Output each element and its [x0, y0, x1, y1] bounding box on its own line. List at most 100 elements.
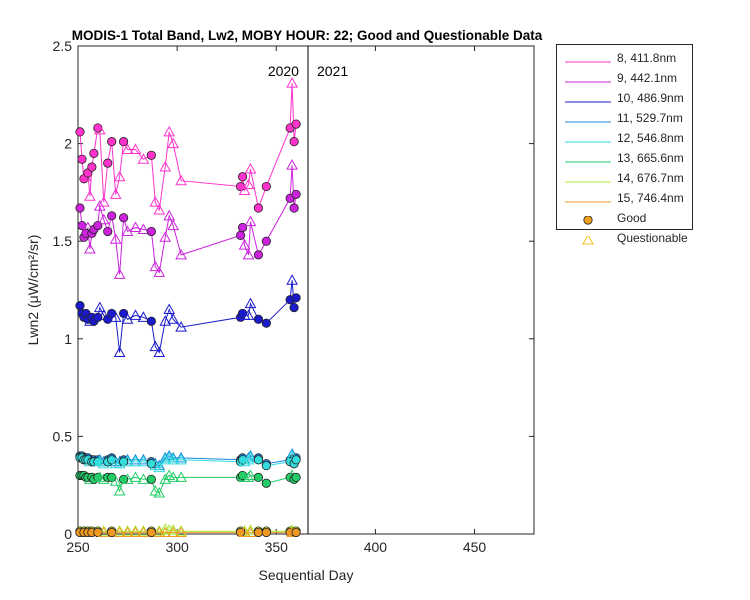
x-tick-label: 350: [265, 539, 289, 555]
questionable-point: [163, 125, 176, 137]
questionable-point: [129, 309, 142, 320]
questionable-point: [109, 188, 122, 199]
legend-swatch: [565, 215, 611, 225]
questionable-point: [84, 242, 96, 254]
legend-swatch: [565, 135, 611, 143]
legend-label: 11, 529.7nm: [617, 111, 683, 125]
questionable-point: [84, 190, 96, 201]
questionable-point: [175, 526, 187, 537]
questionable-point: [109, 475, 122, 486]
questionable-point: [244, 469, 257, 480]
good-point: [291, 189, 301, 199]
good-point: [261, 461, 271, 471]
good-point: [119, 308, 129, 319]
questionable-point: [137, 223, 150, 234]
questionable-point: [153, 486, 166, 498]
questionable-point: [153, 203, 166, 215]
legend-item: 10, 486.9nm: [557, 89, 692, 109]
questionable-point: [149, 196, 162, 207]
good-point: [146, 459, 156, 469]
good-point: [253, 250, 264, 260]
good-point: [291, 455, 301, 465]
year-label-right: 2021: [317, 63, 348, 79]
questionable-point: [153, 461, 166, 473]
good-point: [289, 302, 299, 313]
legend-label: 15, 746.4nm: [617, 191, 684, 205]
legend-item: 14, 676.7nm: [557, 169, 692, 189]
questionable-point: [175, 248, 187, 260]
good-point: [289, 203, 299, 213]
questionable-point: [113, 525, 126, 536]
good-point: [93, 312, 103, 322]
questionable-point: [167, 137, 180, 149]
questionable-point: [153, 526, 166, 537]
questionable-point: [167, 526, 180, 537]
questionable-point: [159, 231, 172, 242]
questionable-point: [159, 526, 172, 537]
questionable-point: [286, 274, 298, 285]
good-point: [103, 226, 113, 237]
questionable-point: [242, 471, 255, 482]
questionable-point: [163, 303, 176, 315]
legend-swatch: [565, 155, 611, 163]
questionable-point: [244, 524, 257, 535]
axis-ticks: 250 300 350 400 450 0 0.5 1 1.5 2 2.5: [53, 38, 534, 555]
x-tick-label: 450: [463, 539, 487, 555]
plot-area: [77, 45, 535, 535]
good-point: [107, 211, 117, 221]
questionable-point: [97, 213, 110, 225]
questionable-point: [159, 160, 172, 172]
good-point: [261, 181, 271, 192]
questionable-point: [109, 311, 122, 322]
questionable-point: [137, 311, 150, 322]
questionable-point: [137, 455, 150, 467]
questionable-point: [137, 525, 150, 536]
questionable-point: [113, 485, 126, 496]
legend-label: Good: [617, 211, 647, 225]
questionable-point: [137, 526, 150, 537]
y-tick-label: 1.5: [53, 233, 73, 249]
questionable-point: [153, 346, 166, 357]
good-point: [89, 148, 99, 158]
good-point: [107, 527, 117, 538]
series-3: [75, 274, 301, 357]
good-point: [146, 527, 156, 538]
questionable-point: [286, 159, 298, 170]
questionable-point: [242, 309, 255, 320]
series-layer: [75, 77, 301, 538]
y-tick-label: 2: [64, 136, 72, 152]
questionable-point: [129, 471, 142, 482]
good-point: [291, 527, 301, 538]
questionable-point: [113, 268, 126, 279]
questionable-point: [242, 248, 255, 260]
good-point: [146, 316, 156, 326]
legend-item: 9, 442.1nm: [557, 69, 692, 89]
legend-label: 12, 546.8nm: [617, 131, 684, 145]
questionable-point: [121, 526, 134, 537]
questionable-point: [137, 453, 150, 465]
questionable-point: [121, 143, 134, 154]
questionable-point: [97, 526, 110, 537]
legend-label: 8, 411.8nm: [617, 51, 677, 65]
questionable-point: [175, 525, 187, 536]
good-point: [146, 150, 156, 160]
legend-label: 10, 486.9nm: [617, 91, 684, 105]
good-point: [75, 127, 85, 137]
questionable-point: [149, 260, 162, 272]
x-tick-label: 400: [364, 539, 388, 555]
year-divider: 2020 2021: [268, 46, 348, 534]
questionable-point: [167, 524, 180, 535]
questionable-point: [137, 153, 150, 164]
good-point: [289, 137, 299, 147]
questionable-point: [149, 340, 162, 352]
good-point: [87, 162, 97, 172]
questionable-point: [167, 471, 180, 482]
questionable-point: [129, 221, 142, 233]
good-point: [253, 472, 264, 482]
questionable-point: [175, 453, 187, 465]
questionable-point: [129, 455, 142, 467]
questionable-point: [167, 453, 180, 465]
y-axis-label: Lwn2 (μW/cm²/sr): [25, 235, 41, 346]
questionable-point: [242, 453, 255, 465]
